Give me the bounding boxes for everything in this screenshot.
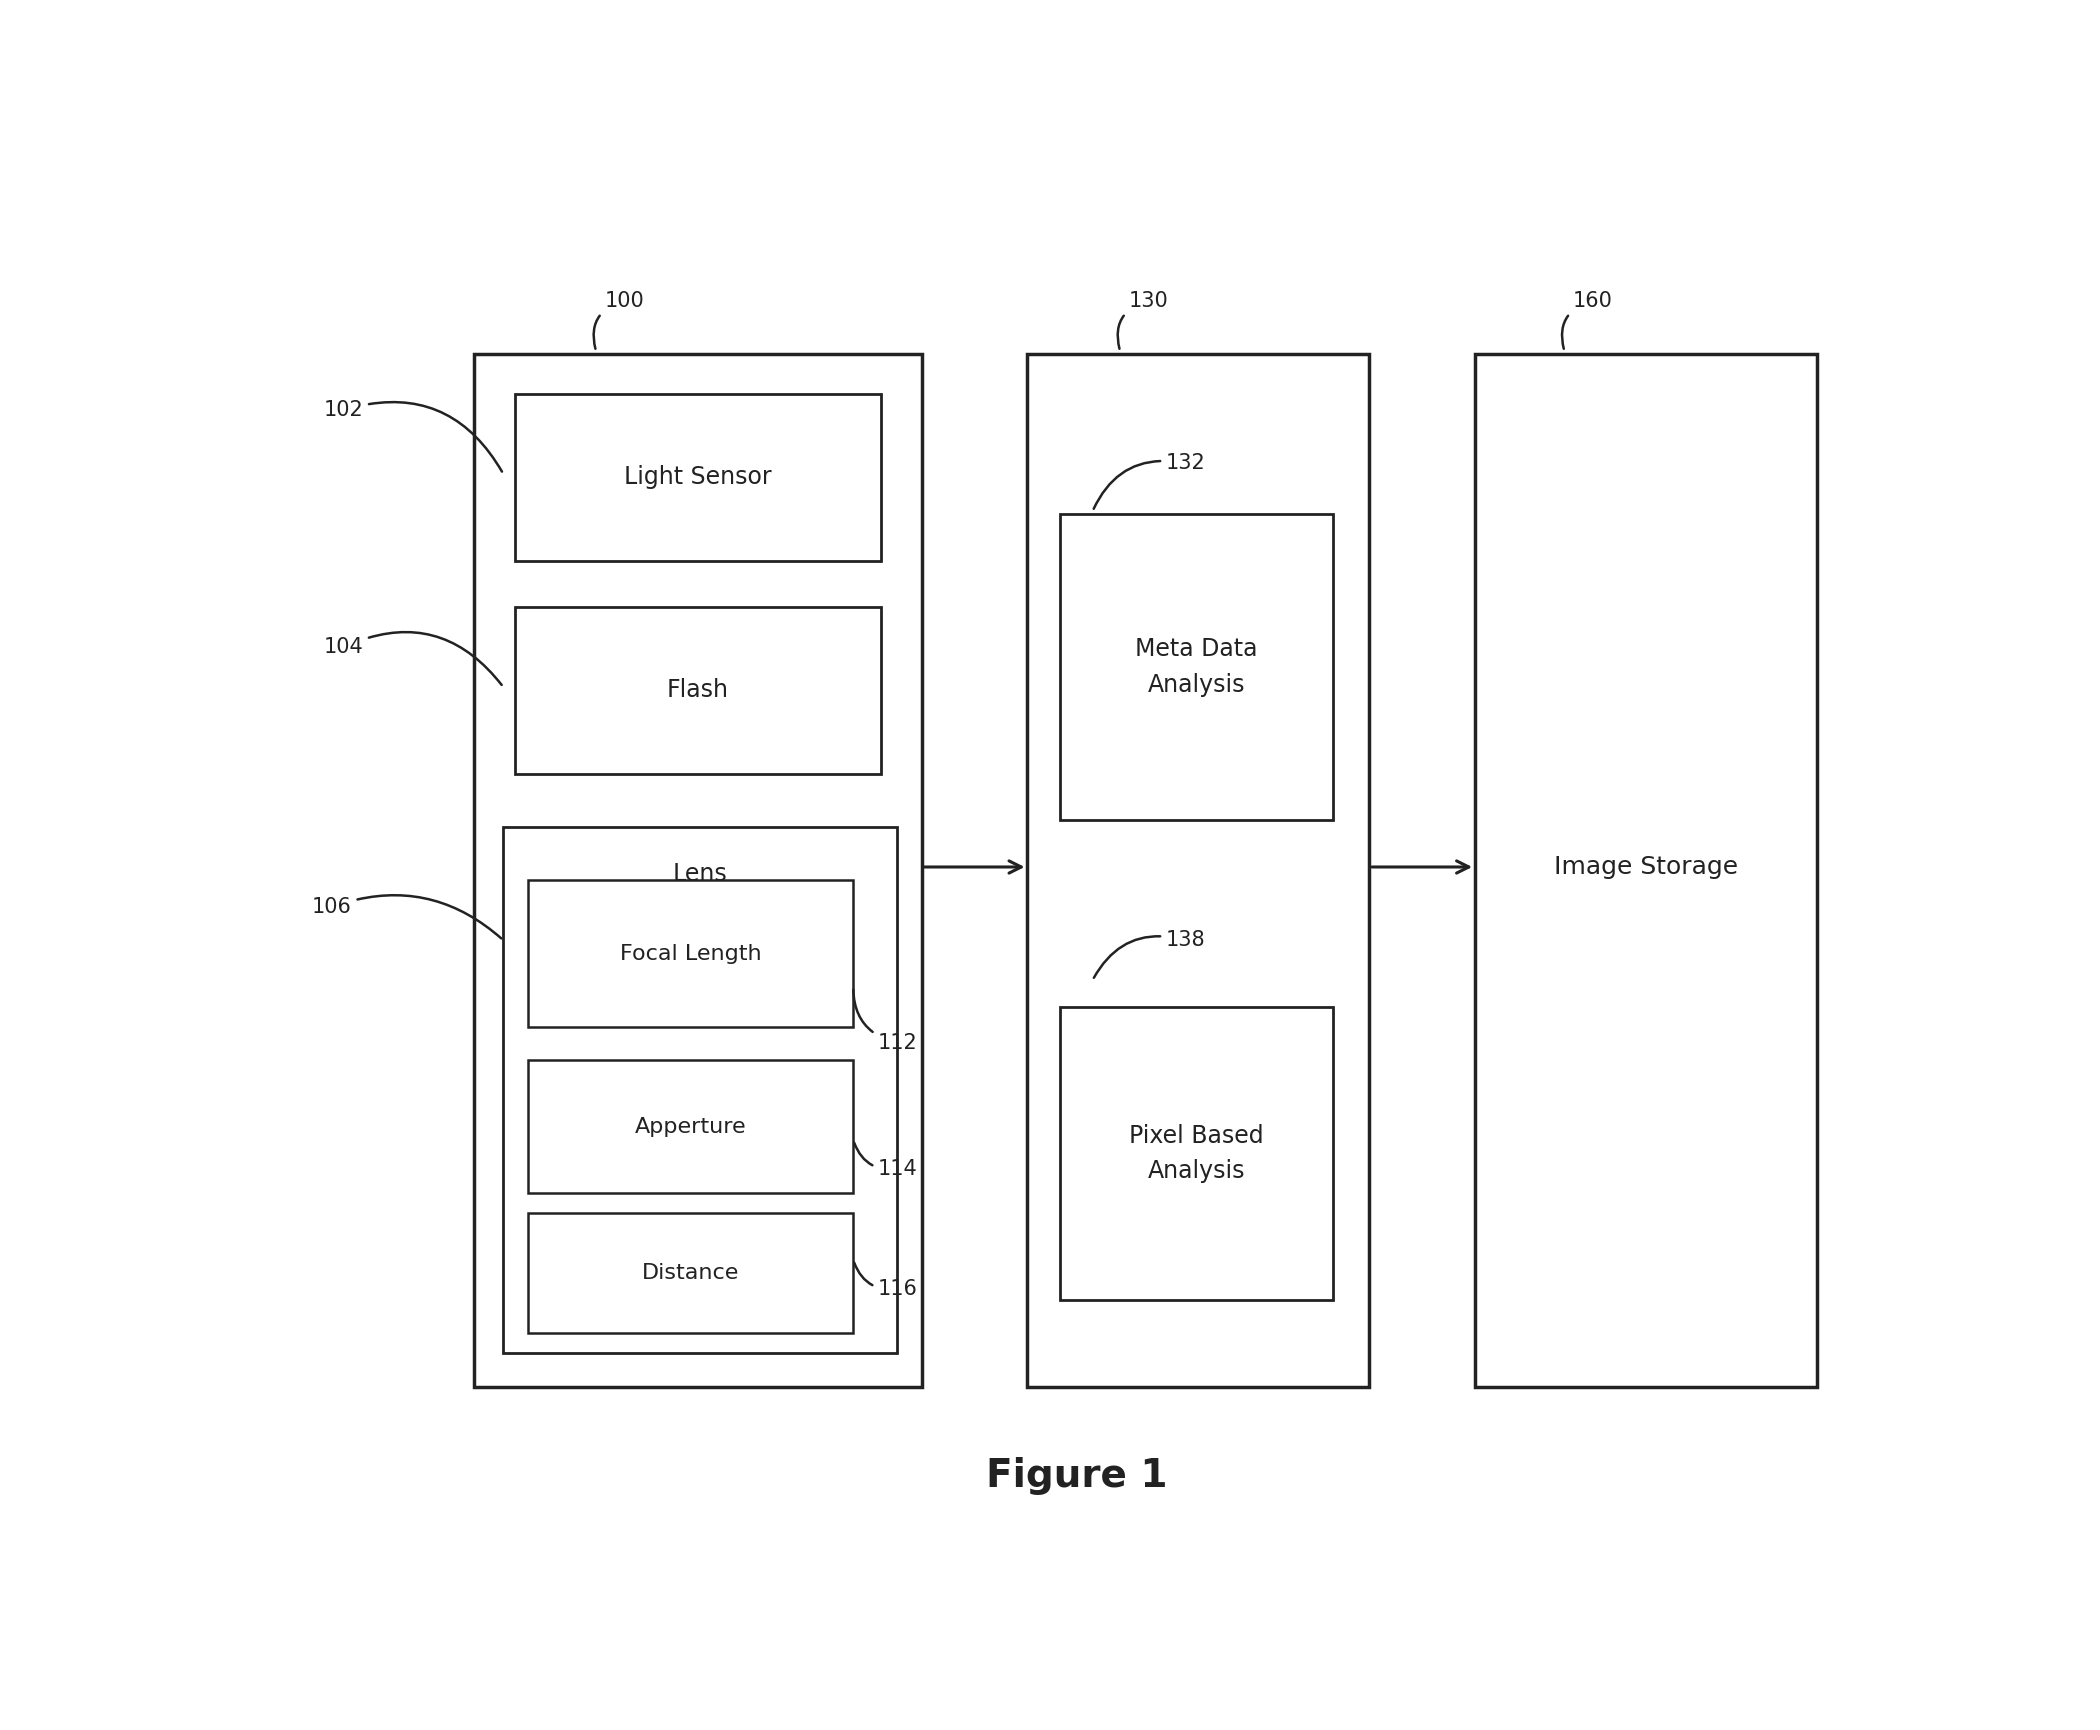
Bar <box>1474 355 1816 1386</box>
Text: Meta Data
Analysis: Meta Data Analysis <box>1136 637 1258 697</box>
Bar <box>1060 514 1334 820</box>
Text: 112: 112 <box>853 990 918 1054</box>
Bar <box>527 881 853 1028</box>
Text: 106: 106 <box>313 894 502 938</box>
Text: Figure 1: Figure 1 <box>985 1457 1168 1495</box>
Bar <box>1060 1007 1334 1299</box>
Text: Apperture: Apperture <box>634 1118 745 1137</box>
Text: 100: 100 <box>594 291 645 349</box>
Text: Lens: Lens <box>672 862 729 886</box>
Bar <box>527 1060 853 1194</box>
Bar <box>527 1213 853 1334</box>
Text: 138: 138 <box>1094 931 1205 977</box>
Bar <box>514 607 882 773</box>
Text: Focal Length: Focal Length <box>620 943 762 964</box>
Text: 114: 114 <box>855 1144 918 1180</box>
Text: 116: 116 <box>855 1263 918 1299</box>
Bar <box>504 827 897 1353</box>
Text: Image Storage: Image Storage <box>1554 855 1739 879</box>
Bar <box>475 355 922 1386</box>
Bar <box>514 394 882 561</box>
Text: 160: 160 <box>1562 291 1613 349</box>
Text: Distance: Distance <box>643 1263 739 1284</box>
Text: 102: 102 <box>323 400 502 472</box>
Text: 130: 130 <box>1117 291 1168 349</box>
Text: 104: 104 <box>323 631 502 685</box>
Text: Flash: Flash <box>668 678 729 702</box>
Text: Pixel Based
Analysis: Pixel Based Analysis <box>1130 1124 1264 1183</box>
Bar <box>1027 355 1369 1386</box>
Text: Light Sensor: Light Sensor <box>624 465 771 490</box>
Text: 132: 132 <box>1094 453 1205 509</box>
